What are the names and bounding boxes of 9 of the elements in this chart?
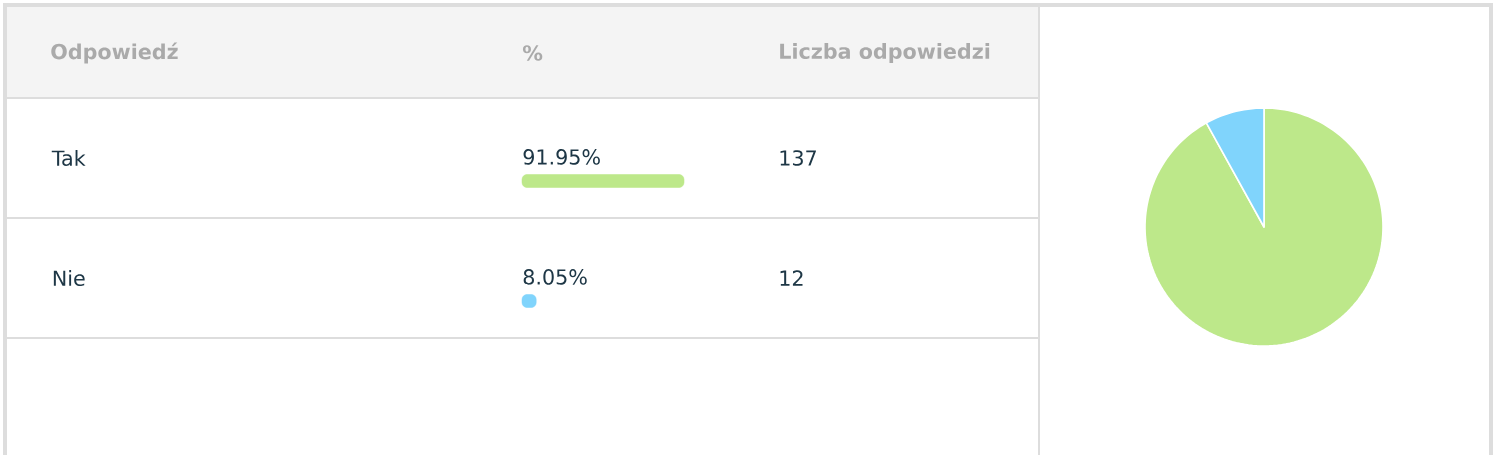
- x-axis-title: %: [522, 45, 543, 61]
- y-tick-label: Tak: [51, 150, 86, 167]
- data-label: 8.05%: [523, 269, 587, 285]
- data-label: 137: [780, 150, 816, 166]
- data-label: 12: [780, 270, 803, 286]
- data-label: 91.95%: [523, 149, 600, 165]
- y-tick-label: Nie: [53, 270, 85, 287]
- text: Liczba odpowiedzi: [780, 43, 990, 64]
- y-axis-title: Odpowiedź: [51, 42, 178, 64]
